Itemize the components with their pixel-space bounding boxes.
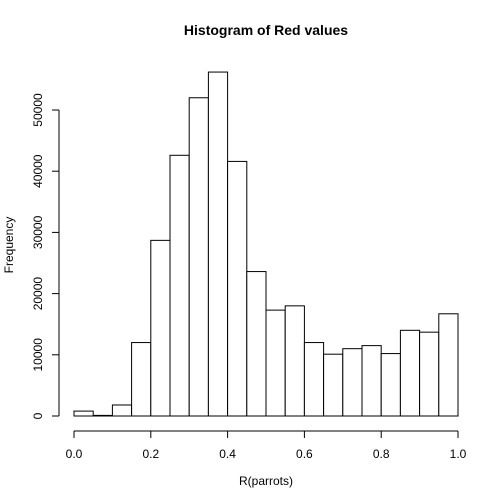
histogram-bar-2 <box>92 414 113 417</box>
y-axis-label: Frequency <box>2 217 16 274</box>
chart-title: Histogram of Red values <box>184 22 348 38</box>
histogram-bar-17 <box>380 353 401 417</box>
histogram-bar-7 <box>188 97 209 417</box>
y-tick-label-1: 0 <box>31 412 45 419</box>
histogram-bar-13 <box>303 342 325 417</box>
bars-group <box>73 71 459 417</box>
y-tick-label-4: 30000 <box>31 215 45 249</box>
y-axis: 0 10000 20000 30000 40000 50000 <box>31 93 60 419</box>
histogram-bar-15 <box>342 348 363 417</box>
x-tick-label-6: 1.0 <box>450 447 467 461</box>
histogram-bar-20 <box>438 313 459 417</box>
histogram-bar-8 <box>207 71 229 417</box>
x-tick-label-4: 0.6 <box>296 447 313 461</box>
histogram-bar-3 <box>111 404 133 417</box>
x-axis-label: R(parrots) <box>239 474 293 488</box>
histogram-bar-5 <box>150 239 171 417</box>
histogram-bar-10 <box>246 271 267 417</box>
x-tick-label-1: 0.0 <box>66 447 83 461</box>
y-tick-label-6: 50000 <box>31 93 45 127</box>
histogram-bar-4 <box>131 342 152 417</box>
x-axis: 0.0 0.2 0.4 0.6 0.8 1.0 <box>66 430 467 461</box>
histogram-bar-16 <box>361 345 382 417</box>
x-tick-label-2: 0.2 <box>142 447 159 461</box>
histogram-bar-1 <box>73 410 94 417</box>
y-tick-label-2: 10000 <box>31 338 45 372</box>
histogram-bar-11 <box>265 309 286 417</box>
y-tick-label-3: 20000 <box>31 277 45 311</box>
histogram-bar-6 <box>169 154 190 417</box>
y-tick-label-5: 40000 <box>31 154 45 188</box>
histogram-bar-14 <box>323 353 344 417</box>
histogram-bar-9 <box>227 160 248 417</box>
histogram-bar-19 <box>419 331 440 417</box>
histogram-bar-18 <box>399 329 421 417</box>
histogram-bar-12 <box>284 305 305 417</box>
x-tick-label-5: 0.8 <box>373 447 390 461</box>
x-tick-label-3: 0.4 <box>219 447 236 461</box>
